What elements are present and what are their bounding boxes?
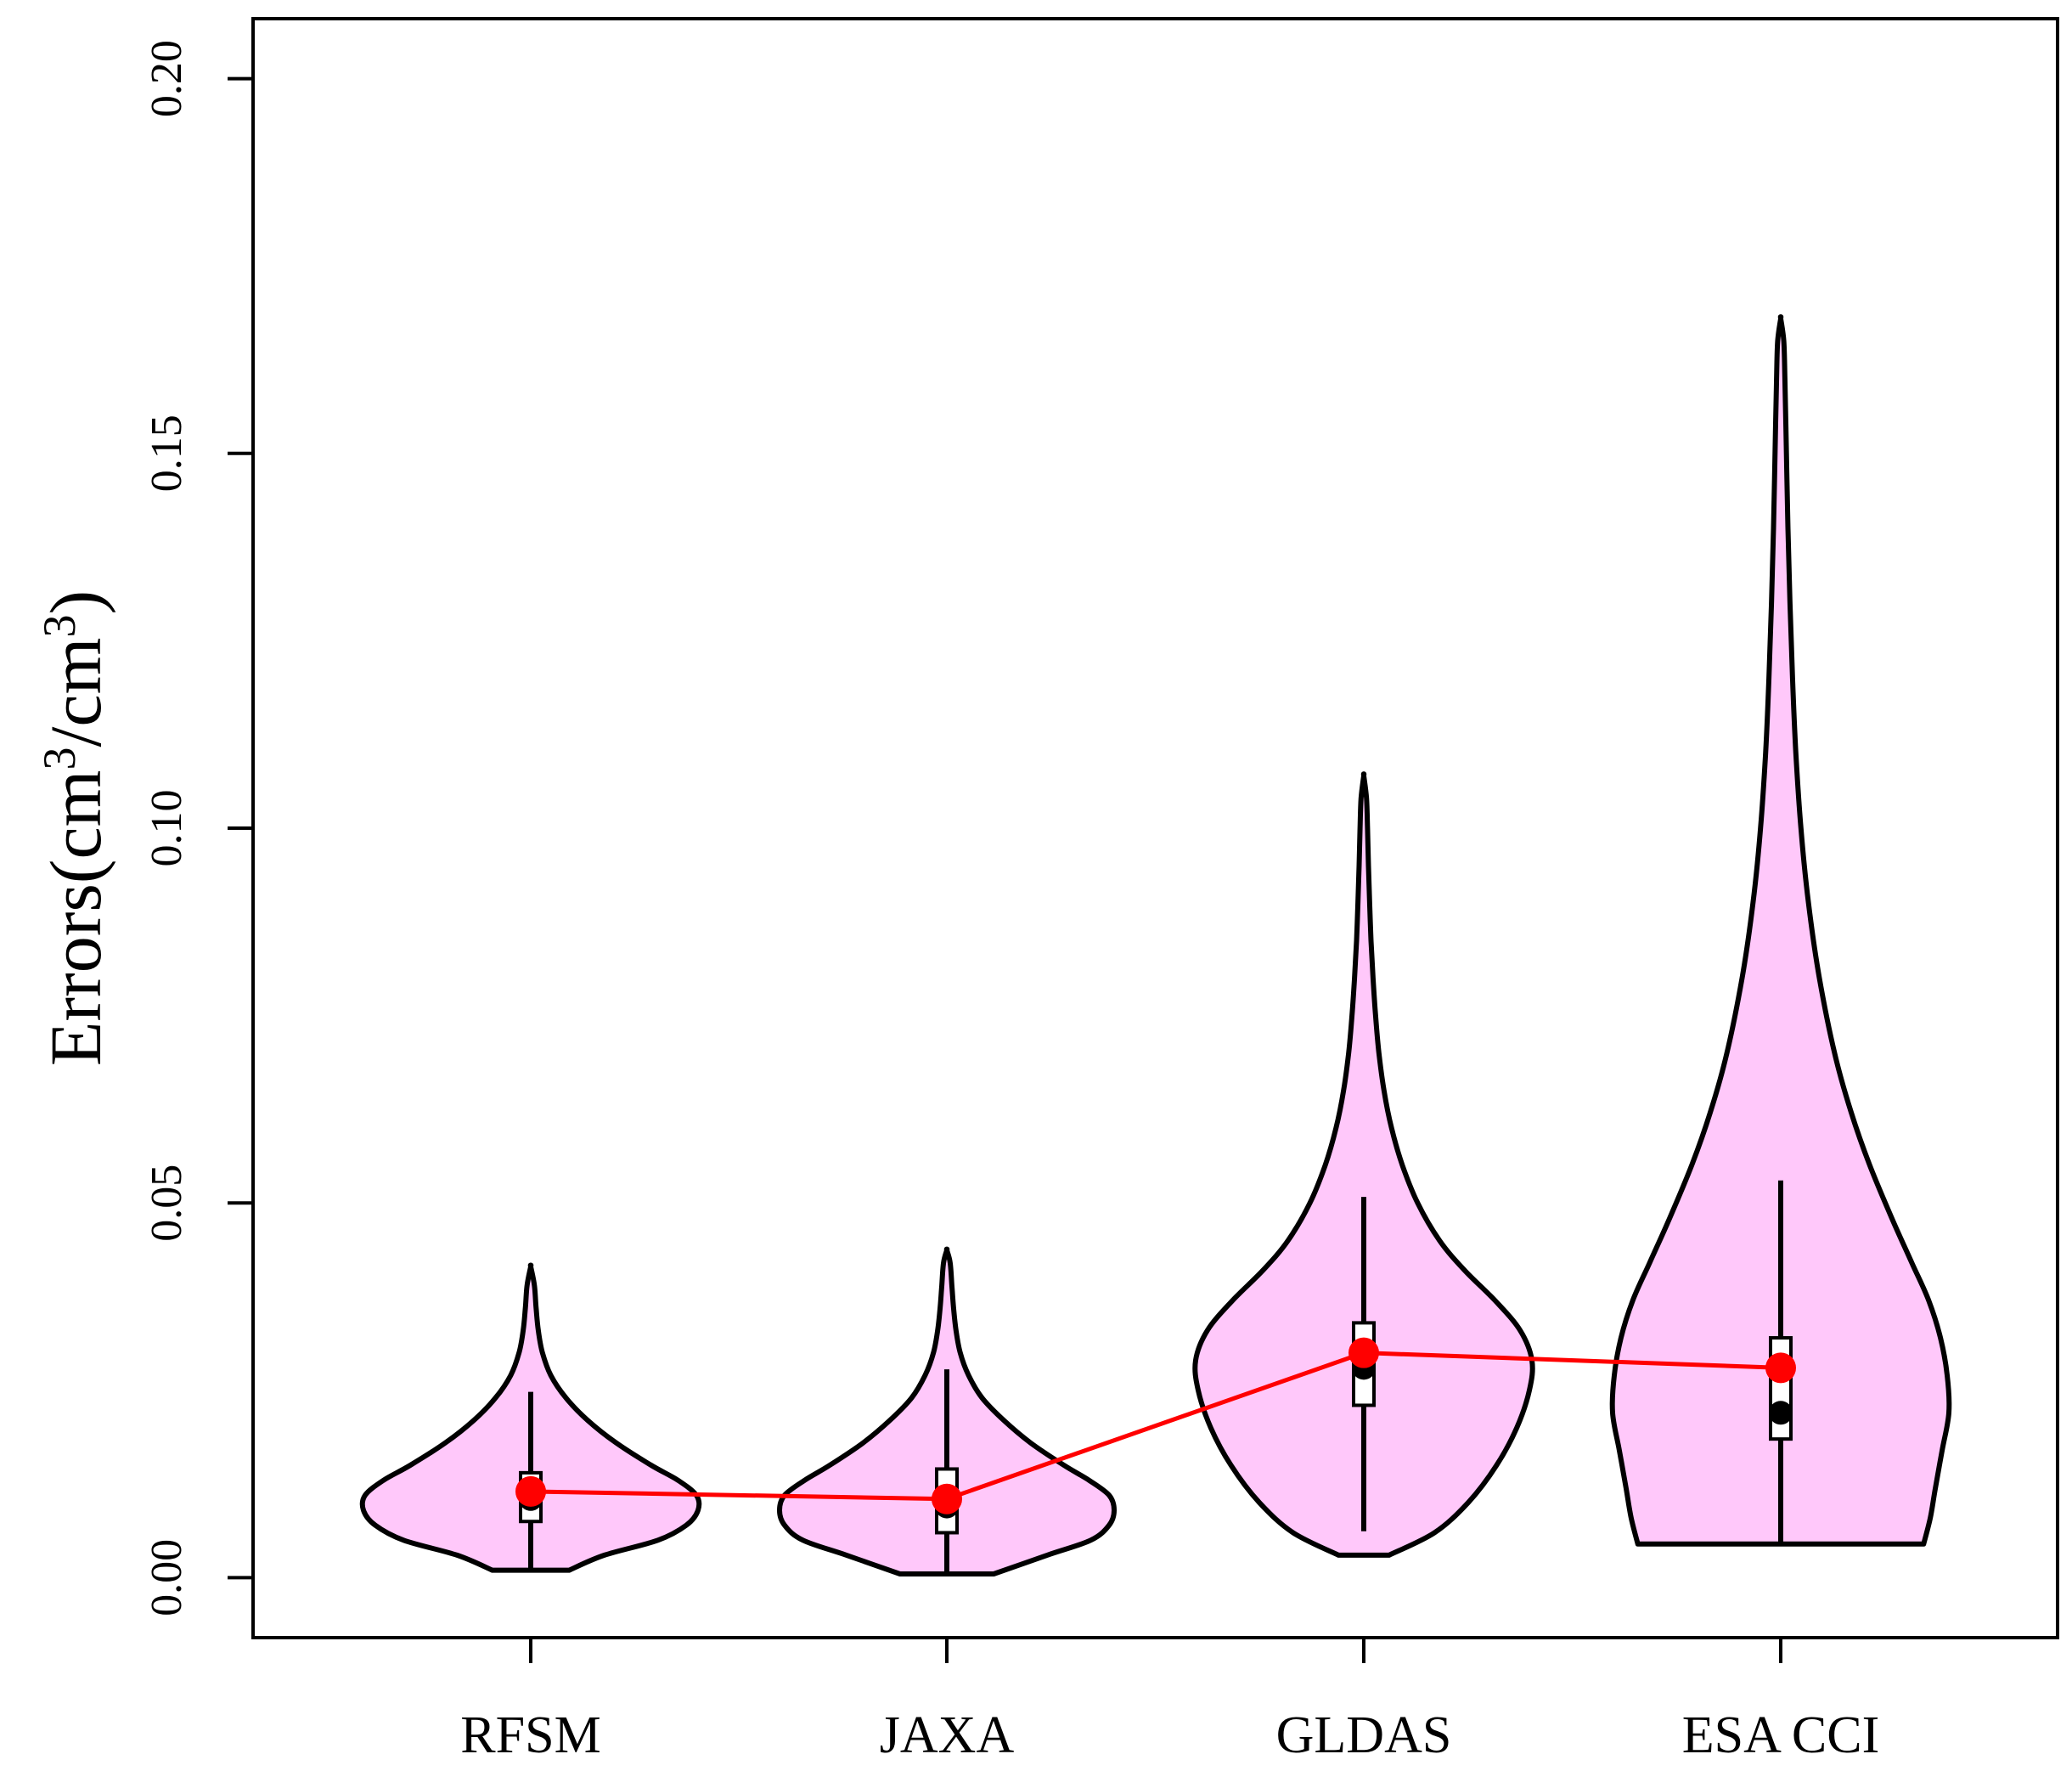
violin-body [1192,771,1535,1558]
x-tick-label: GLDAS [1276,1706,1452,1764]
y-tick-label: 0.00 [143,1539,191,1616]
mean-line-group [530,1351,1782,1502]
y-axis-title: Errors(cm3/cm3) [34,590,116,1066]
x-tick-label: ESA CCI [1682,1706,1880,1764]
y-axis: 0.00 0.05 0.10 0.15 0.20 [143,40,255,1616]
violins [359,314,1952,1576]
violin-body [1609,314,1952,1547]
markers [515,1180,1796,1574]
x-axis: RFSM JAXA GLDAS ESA CCI [460,1638,1879,1764]
y-tick-label: 0.15 [143,415,191,492]
median-marker [1769,1401,1793,1425]
y-tick-label: 0.10 [143,790,191,867]
mean-marker [1765,1352,1796,1384]
y-tick-label: 0.05 [143,1165,191,1242]
mean-marker [515,1475,546,1507]
x-tick-label: JAXA [880,1706,1015,1764]
x-tick-label: RFSM [460,1706,600,1764]
y-tick-label: 0.20 [143,40,191,117]
mean-line [530,1351,1782,1502]
mean-marker [932,1483,962,1514]
mean-marker [1348,1337,1379,1368]
